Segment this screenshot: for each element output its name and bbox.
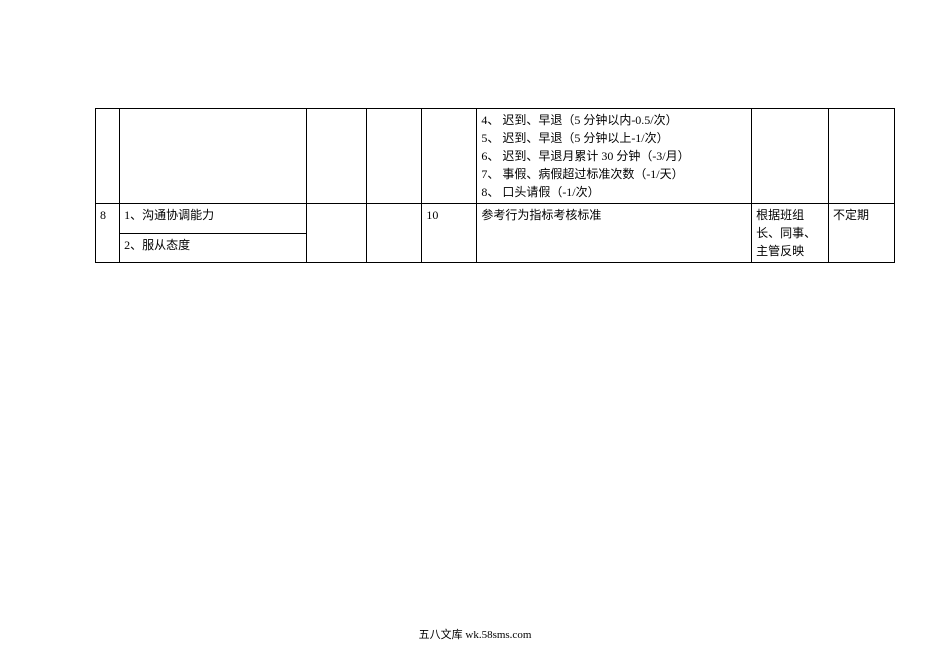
cell-b1-blank	[307, 109, 367, 204]
page-footer: 五八文库 wk.58sms.com	[0, 626, 950, 642]
table-row-continuation: 4、 迟到、早退（5 分钟以内-0.5/次） 5、 迟到、早退（5 分钟以上-1…	[96, 109, 895, 204]
cell-item-8b: 2、服从态度	[120, 233, 307, 263]
assessment-table: 4、 迟到、早退（5 分钟以内-0.5/次） 5、 迟到、早退（5 分钟以上-1…	[95, 108, 895, 263]
cell-score-8: 10	[422, 204, 477, 263]
cell-score-blank	[422, 109, 477, 204]
cell-b1-8	[307, 204, 367, 263]
cell-item-8a: 1、沟通协调能力	[120, 204, 307, 234]
cell-num-8: 8	[96, 204, 120, 263]
cell-freq-8: 不定期	[828, 204, 894, 263]
cell-num-blank	[96, 109, 120, 204]
cell-source-blank	[752, 109, 829, 204]
cell-standard-8: 参考行为指标考核标准	[477, 204, 752, 263]
cell-b2-blank	[367, 109, 422, 204]
assessment-table-fragment: 4、 迟到、早退（5 分钟以内-0.5/次） 5、 迟到、早退（5 分钟以上-1…	[95, 108, 895, 263]
cell-freq-blank	[828, 109, 894, 204]
cell-b2-8	[367, 204, 422, 263]
cell-item-blank	[120, 109, 307, 204]
cell-source-8: 根据班组长、同事、主管反映	[752, 204, 829, 263]
cell-standards-continuation: 4、 迟到、早退（5 分钟以内-0.5/次） 5、 迟到、早退（5 分钟以上-1…	[477, 109, 752, 204]
table-row-8a: 8 1、沟通协调能力 10 参考行为指标考核标准 根据班组长、同事、主管反映 不…	[96, 204, 895, 234]
